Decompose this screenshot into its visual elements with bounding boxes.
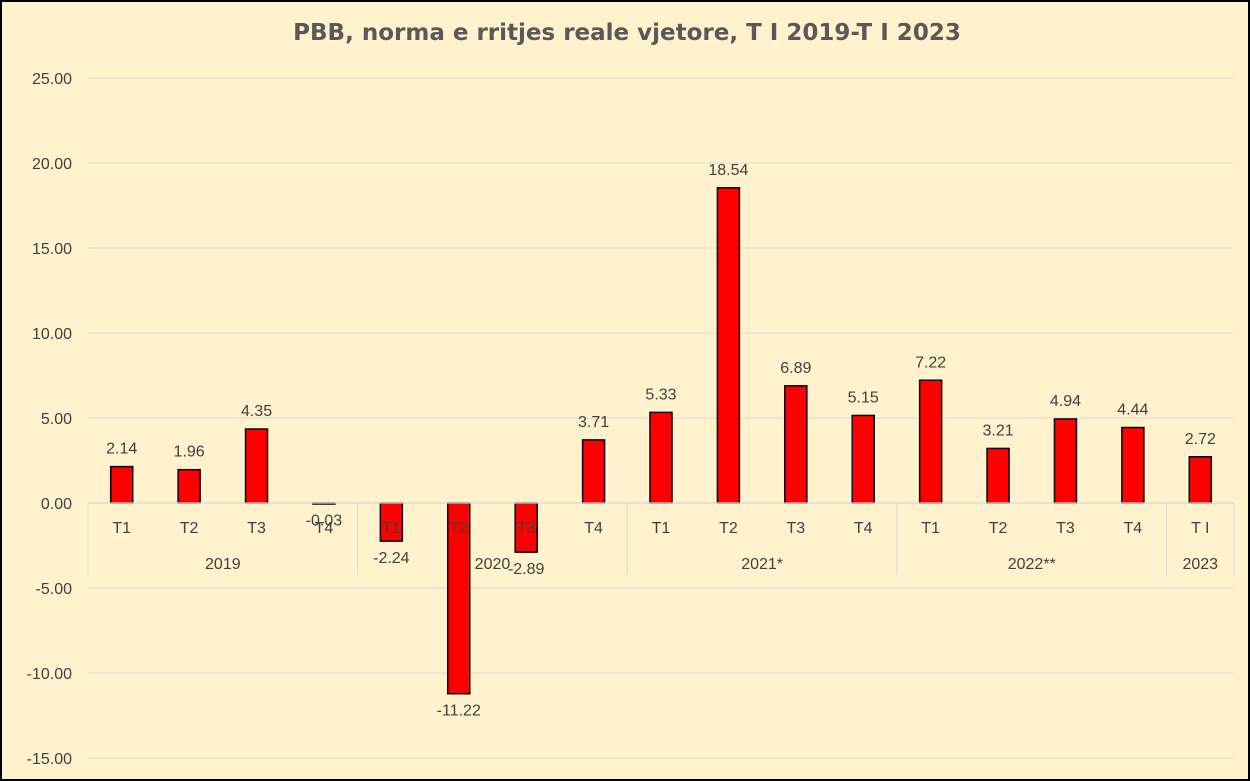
x-category-label: T4: [854, 520, 873, 537]
y-tick-label: 15.00: [32, 241, 72, 258]
x-category-label: T4: [315, 520, 334, 537]
data-label: 6.89: [780, 360, 811, 377]
data-label: -0.03: [306, 513, 343, 530]
data-label: -11.22: [437, 703, 481, 720]
bar: [851, 414, 875, 504]
x-category-label: T4: [584, 520, 603, 537]
x-category-label: T2: [180, 520, 199, 537]
data-label: 2.72: [1185, 431, 1216, 448]
x-category-label: T3: [1056, 520, 1075, 537]
x-category-label: T3: [517, 520, 536, 537]
data-label: 7.22: [915, 354, 946, 371]
x-group-label: 2020: [475, 556, 511, 573]
y-tick-label: -5.00: [36, 581, 73, 598]
bar: [649, 411, 673, 504]
data-label: 4.35: [241, 403, 272, 420]
data-label: 1.96: [174, 444, 205, 461]
data-label: -2.24: [373, 550, 410, 567]
x-category-label: T1: [652, 520, 671, 537]
y-tick-label: 20.00: [32, 156, 72, 173]
data-label: 18.54: [708, 162, 748, 179]
y-tick-label: -10.00: [27, 666, 72, 683]
bar: [986, 447, 1010, 504]
x-group-label: 2021*: [741, 556, 783, 573]
x-category-label: T1: [112, 520, 131, 537]
bar: [918, 379, 943, 504]
chart-title: PBB, norma e rritjes reale vjetore, T I …: [293, 20, 961, 46]
x-category-label: T3: [786, 520, 805, 537]
y-tick-label: -15.00: [27, 751, 72, 768]
bar: [581, 439, 606, 504]
data-label: -2.89: [508, 561, 545, 578]
x-category-label: T2: [449, 520, 468, 537]
data-label: 3.21: [982, 422, 1013, 439]
x-category-label: T1: [382, 520, 401, 537]
bar: [1121, 426, 1145, 504]
x-category-label: T2: [719, 520, 738, 537]
bar: [1188, 456, 1213, 504]
x-group-label: 2023: [1182, 556, 1218, 573]
data-label: 3.71: [578, 414, 609, 431]
x-group-label: 2022**: [1008, 556, 1056, 573]
bar: [716, 187, 741, 504]
data-label: 2.14: [106, 441, 137, 458]
y-tick-label: 25.00: [32, 71, 72, 88]
x-category-label: T2: [989, 520, 1008, 537]
x-category-label: T1: [921, 520, 940, 537]
data-label: 5.33: [645, 386, 676, 403]
data-label: 5.15: [848, 389, 879, 406]
data-label: 4.44: [1117, 402, 1148, 419]
bar: [784, 385, 808, 504]
bar: [109, 465, 134, 504]
y-tick-label: 10.00: [32, 326, 72, 343]
x-group-label: 2019: [205, 556, 241, 573]
data-label: 4.94: [1050, 393, 1081, 410]
bar: [1053, 418, 1078, 504]
bar: [177, 468, 201, 504]
x-category-label: T4: [1124, 520, 1143, 537]
y-tick-label: 5.00: [41, 411, 72, 428]
y-tick-label: 0.00: [41, 496, 72, 513]
bar: [244, 428, 269, 504]
x-category-label: T3: [247, 520, 266, 537]
x-category-label: T I: [1191, 520, 1209, 537]
